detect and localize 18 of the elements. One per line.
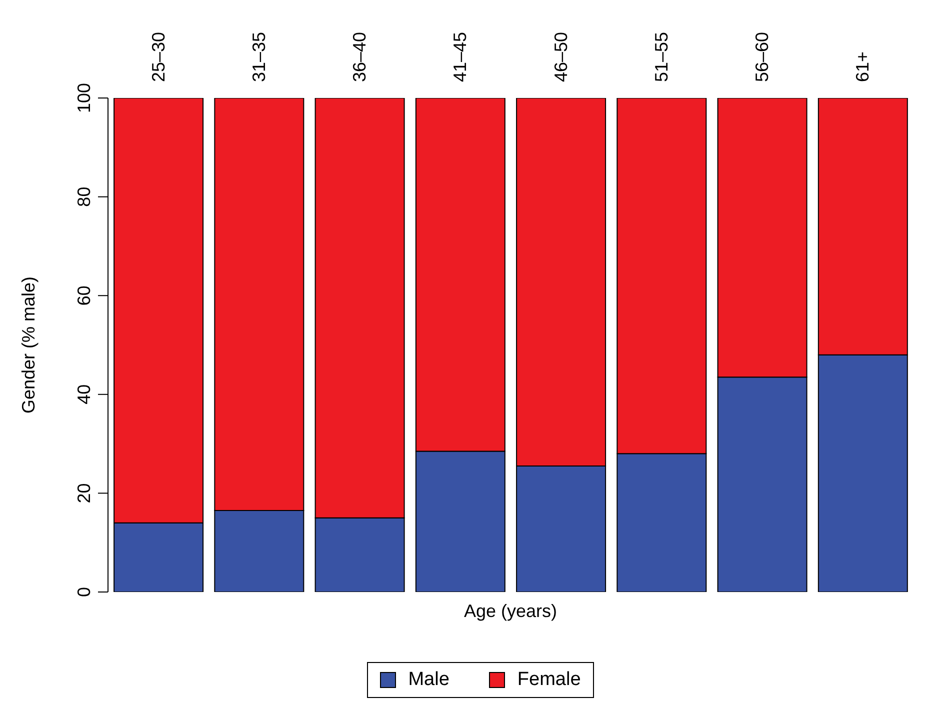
- y-tick-label: 60: [74, 286, 94, 306]
- x-tick-label: 56–60: [752, 32, 772, 82]
- x-tick-label: 46–50: [550, 32, 571, 82]
- x-tick-label: 41–45: [450, 32, 470, 82]
- x-tick-label: 51–55: [651, 32, 672, 82]
- x-tick-label: 31–35: [248, 32, 269, 82]
- y-tick-label: 80: [74, 186, 94, 207]
- x-tick-label: 61+: [852, 51, 873, 82]
- legend-label: Male: [407, 669, 450, 691]
- y-axis-title: Gender (% male): [18, 276, 38, 414]
- x-tick-label: 36–40: [350, 32, 370, 82]
- legend-label: Female: [516, 669, 581, 691]
- y-tick-label: 100: [74, 82, 94, 114]
- y-tick-label: 20: [74, 483, 94, 504]
- y-tick-label: 40: [74, 384, 94, 404]
- x-axis-title: Age (years): [464, 600, 558, 621]
- y-tick-label: 0: [74, 586, 94, 598]
- x-tick-label: 25–30: [148, 32, 168, 82]
